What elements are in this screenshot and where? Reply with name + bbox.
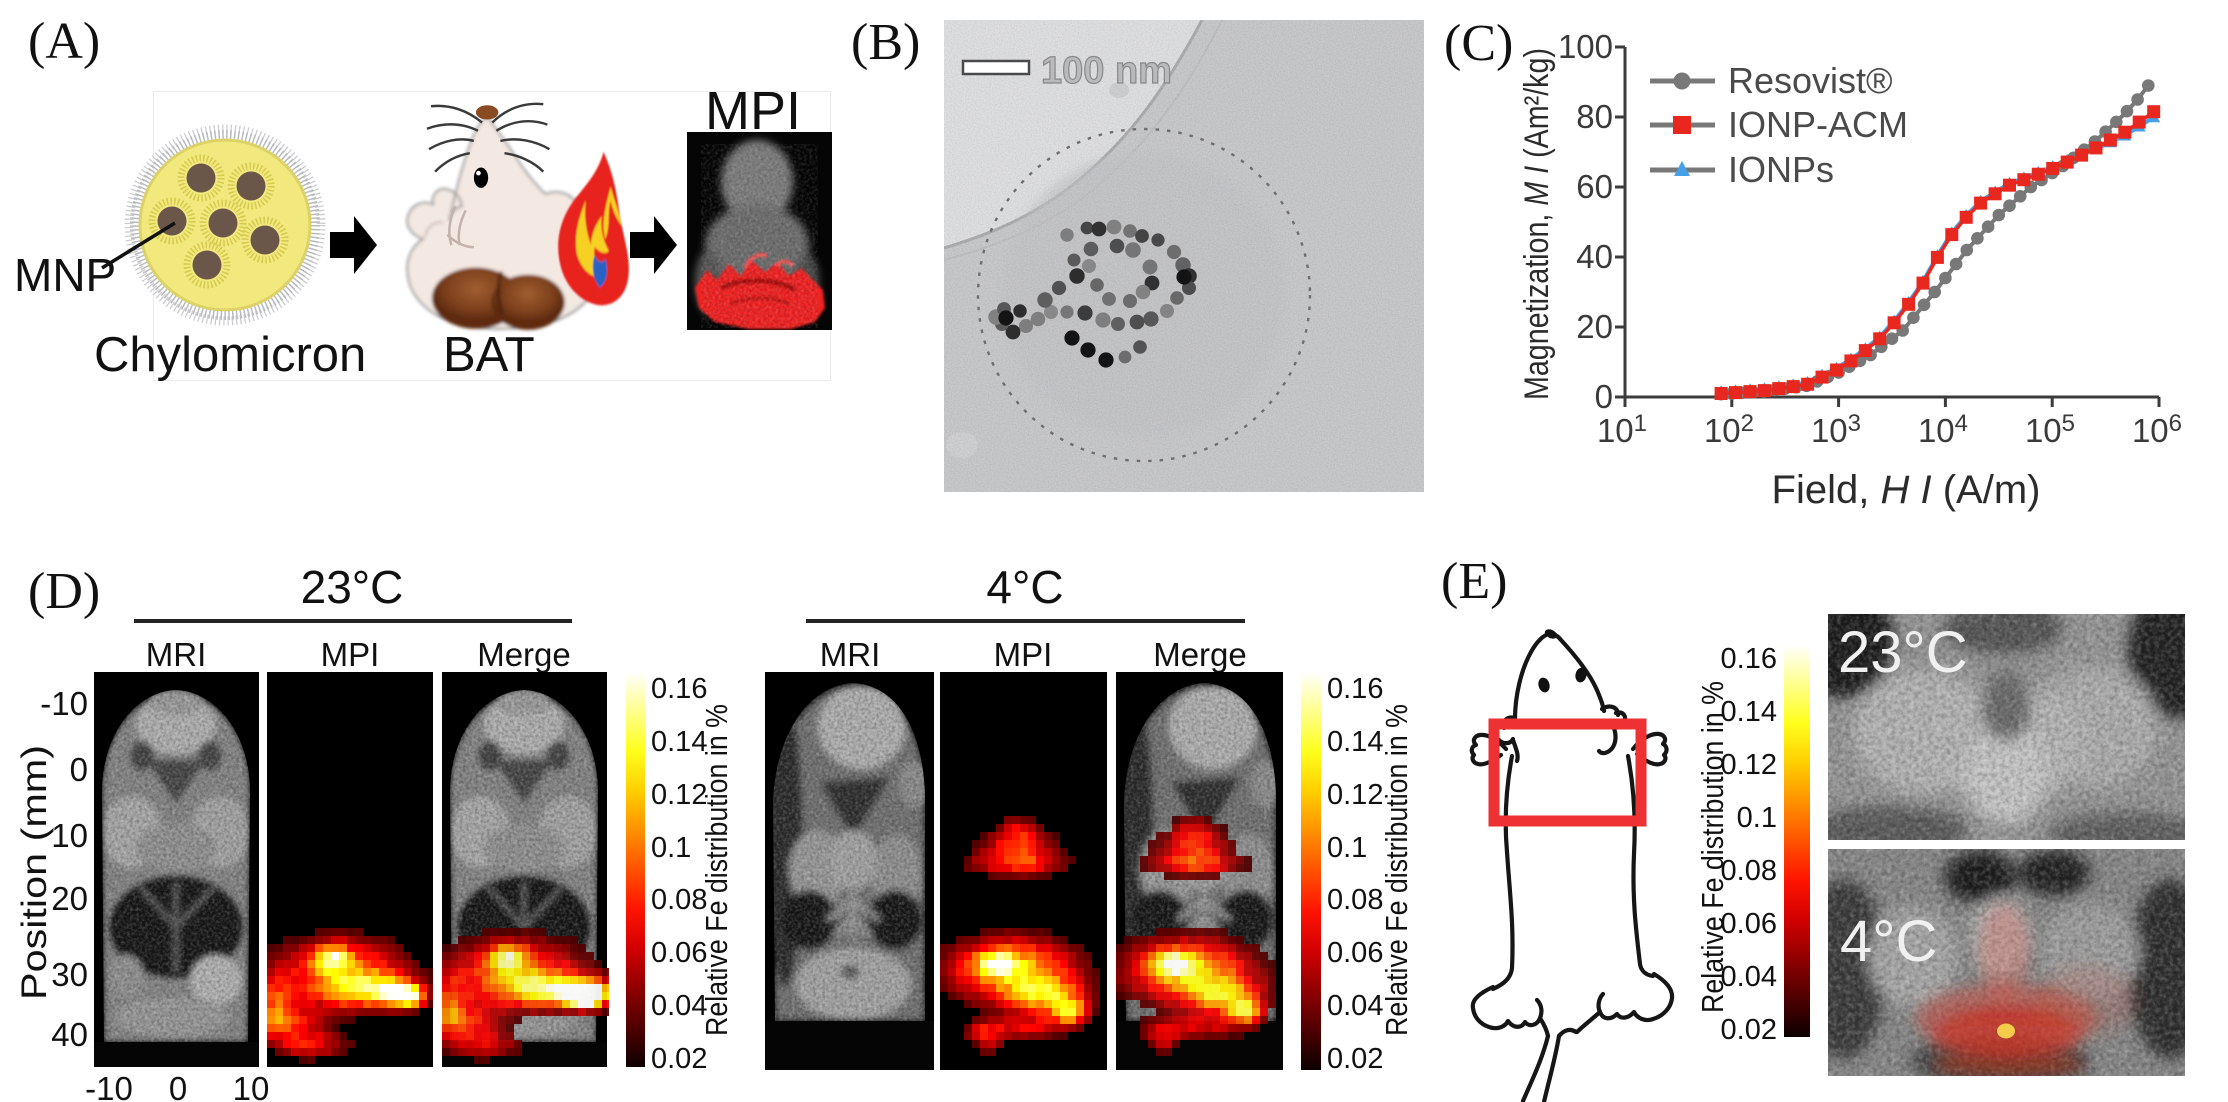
svg-text:Relative Fe distribution in %: Relative Fe distribution in %: [1695, 681, 1730, 1013]
svg-text:20: 20: [1576, 308, 1613, 345]
svg-text:Field, H I (A/m): Field, H I (A/m): [1772, 468, 2041, 512]
svg-text:100: 100: [1558, 28, 1613, 65]
svg-text:4°C: 4°C: [1840, 909, 1937, 974]
svg-text:102: 102: [1704, 410, 1754, 449]
svg-text:Magnetization, M I (Am²/kg): Magnetization, M I (Am²/kg): [1518, 48, 1556, 400]
svg-text:104: 104: [1918, 410, 1968, 449]
svg-text:105: 105: [2025, 410, 2075, 449]
svg-text:101: 101: [1597, 410, 1647, 449]
svg-text:103: 103: [1811, 410, 1861, 449]
svg-text:IONPs: IONPs: [1728, 149, 1834, 190]
svg-text:Relative Fe distribution in %: Relative Fe distribution in %: [699, 704, 734, 1036]
svg-text:IONP-ACM: IONP-ACM: [1728, 104, 1908, 145]
svg-text:106: 106: [2132, 410, 2182, 449]
svg-text:100 nm: 100 nm: [1041, 50, 1172, 92]
svg-text:80: 80: [1576, 98, 1613, 135]
svg-text:23°C: 23°C: [1838, 620, 1968, 685]
svg-text:60: 60: [1576, 168, 1613, 205]
svg-text:Relative Fe distribution in %: Relative Fe distribution in %: [1379, 704, 1414, 1036]
svg-text:Resovist®: Resovist®: [1728, 60, 1893, 101]
svg-text:0: 0: [1595, 378, 1613, 415]
svg-text:Position (mm): Position (mm): [15, 745, 54, 1000]
svg-text:40: 40: [1576, 238, 1613, 275]
